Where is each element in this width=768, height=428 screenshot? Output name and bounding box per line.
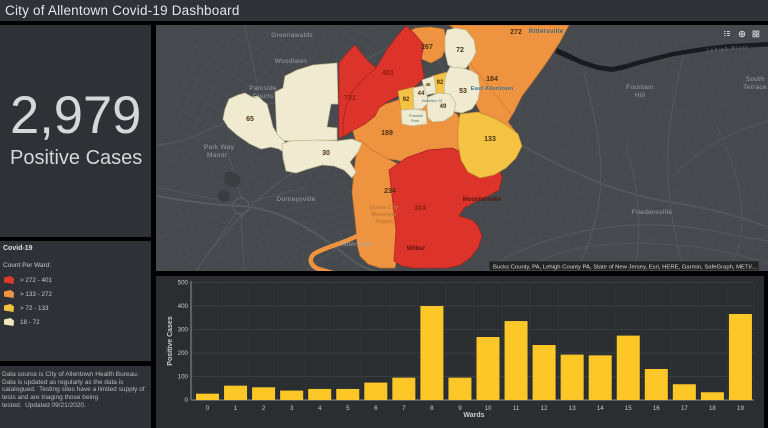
svg-text:Airport: Airport [375, 219, 393, 225]
svg-text:400: 400 [178, 303, 189, 310]
svg-text:3: 3 [290, 405, 294, 412]
svg-text:401: 401 [382, 70, 394, 77]
svg-text:15: 15 [625, 405, 632, 412]
svg-text:133: 133 [484, 136, 496, 143]
svg-text:Courts: Courts [253, 93, 274, 100]
svg-text:49: 49 [440, 104, 447, 110]
svg-text:Municipal: Municipal [372, 212, 397, 218]
svg-text:0: 0 [206, 405, 210, 412]
svg-text:92: 92 [403, 97, 410, 103]
svg-text:13: 13 [569, 405, 576, 412]
svg-text:500: 500 [178, 280, 189, 287]
svg-text:2: 2 [262, 405, 266, 412]
svg-text:1: 1 [234, 405, 238, 412]
svg-text:Fountain: Fountain [626, 84, 654, 91]
svg-text:10: 10 [485, 405, 492, 412]
svg-text:44: 44 [418, 91, 425, 97]
svg-text:12: 12 [541, 405, 548, 412]
svg-text:731: 731 [344, 95, 356, 102]
svg-text:18: 18 [709, 405, 716, 412]
svg-text:30: 30 [322, 150, 330, 157]
svg-text:272: 272 [510, 29, 522, 36]
svg-text:Wards: Wards [463, 412, 484, 419]
svg-text:7: 7 [402, 405, 406, 412]
svg-text:72: 72 [456, 47, 464, 54]
svg-text:9: 9 [458, 405, 462, 412]
svg-text:Park Way: Park Way [204, 144, 235, 151]
svg-text:16: 16 [653, 405, 660, 412]
svg-text:65: 65 [246, 116, 254, 123]
svg-text:17: 17 [681, 405, 688, 412]
svg-text:267: 267 [421, 44, 433, 51]
svg-text:5: 5 [346, 405, 350, 412]
svg-text:Alton Park: Alton Park [341, 242, 372, 248]
svg-text:Hill: Hill [635, 92, 645, 99]
svg-text:Lehigh River: Lehigh River [706, 44, 749, 54]
svg-text:6: 6 [374, 405, 378, 412]
svg-text:200: 200 [178, 350, 189, 357]
svg-text:300: 300 [178, 327, 189, 334]
svg-text:Rittersville: Rittersville [529, 28, 564, 35]
svg-text:189: 189 [381, 130, 393, 137]
svg-text:14: 14 [597, 405, 604, 412]
svg-text:92: 92 [437, 80, 444, 86]
svg-text:100: 100 [178, 374, 189, 381]
svg-text:Franklin: Franklin [409, 113, 423, 118]
svg-text:Parkside: Parkside [249, 85, 277, 92]
svg-text:184: 184 [486, 76, 498, 83]
svg-text:Woodlawn: Woodlawn [275, 58, 308, 65]
svg-text:11: 11 [513, 405, 520, 412]
svg-text:Park: Park [411, 118, 419, 123]
svg-text:314: 314 [414, 205, 426, 212]
svg-text:Terrace: Terrace [743, 84, 767, 91]
svg-text:Mountainville: Mountainville [463, 197, 502, 203]
svg-text:53: 53 [459, 88, 467, 95]
svg-text:Manor: Manor [207, 152, 227, 159]
svg-text:8: 8 [430, 405, 434, 412]
svg-text:234: 234 [384, 188, 396, 195]
svg-text:Greenawalds: Greenawalds [271, 32, 313, 39]
svg-text:Wilbur: Wilbur [407, 246, 426, 252]
svg-text:Positive Cases: Positive Cases [167, 316, 174, 366]
svg-text:19: 19 [737, 405, 744, 412]
svg-text:Hamilton St: Hamilton St [422, 98, 444, 103]
svg-text:Queen City: Queen City [370, 205, 398, 211]
svg-text:0: 0 [185, 397, 189, 404]
svg-text:4: 4 [318, 405, 322, 412]
svg-text:East Allentown: East Allentown [471, 86, 514, 92]
svg-text:Bucks County, PA, Lehigh Count: Bucks County, PA, Lehigh County PA, Stat… [493, 264, 757, 270]
svg-text:Dorneysville: Dorneysville [276, 196, 315, 203]
svg-text:46: 46 [425, 82, 431, 87]
svg-text:Friedensville: Friedensville [632, 209, 672, 216]
svg-text:South: South [746, 76, 765, 83]
